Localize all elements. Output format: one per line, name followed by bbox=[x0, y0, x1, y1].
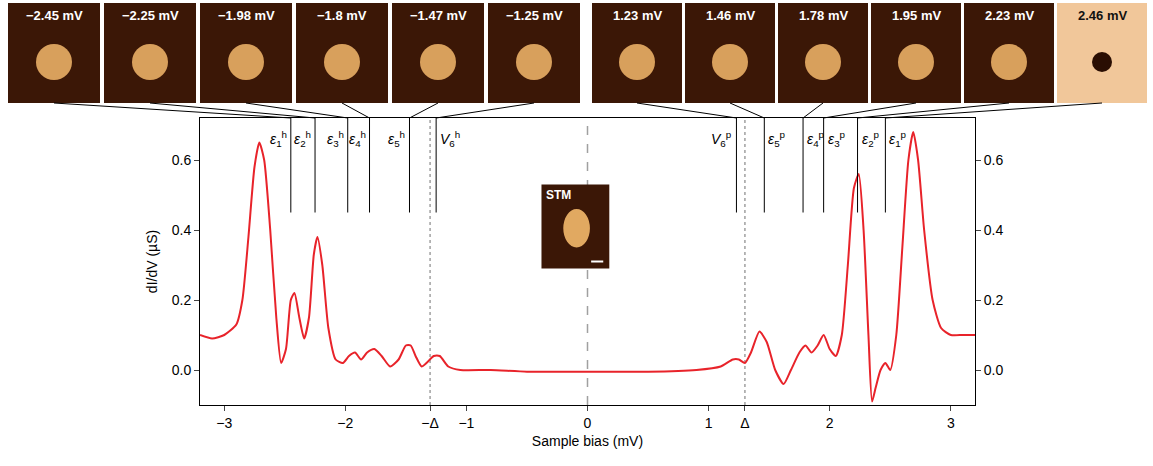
svg-text:0.6: 0.6 bbox=[984, 152, 1004, 168]
svg-text:ε​4​​h​: ε​4​​h​ bbox=[349, 129, 366, 149]
svg-text:Δ: Δ bbox=[740, 415, 749, 431]
svg-text:ε​4​​p​: ε​4​​p​ bbox=[807, 129, 825, 149]
svg-text:STM: STM bbox=[546, 188, 571, 202]
svg-text:ε​3​​h​: ε​3​​h​ bbox=[327, 129, 344, 149]
svg-text:−1.98 mV: −1.98 mV bbox=[218, 8, 275, 23]
svg-text:0.0: 0.0 bbox=[172, 362, 192, 378]
svg-text:Sample bias (mV): Sample bias (mV) bbox=[532, 433, 643, 449]
svg-text:V​6​​p​: V​6​​p​ bbox=[711, 129, 732, 149]
svg-text:0.0: 0.0 bbox=[984, 362, 1004, 378]
svg-text:1: 1 bbox=[705, 415, 713, 431]
svg-text:−1: −1 bbox=[458, 415, 474, 431]
svg-text:−2.25 mV: −2.25 mV bbox=[122, 8, 179, 23]
svg-text:1.23 mV: 1.23 mV bbox=[613, 8, 662, 23]
svg-text:ε​2​​h​: ε​2​​h​ bbox=[294, 129, 311, 149]
svg-text:2: 2 bbox=[826, 415, 834, 431]
svg-text:−2: −2 bbox=[337, 415, 353, 431]
svg-text:ε​5​​p​: ε​5​​p​ bbox=[768, 129, 786, 149]
svg-text:−3: −3 bbox=[216, 415, 232, 431]
svg-text:−1.25 mV: −1.25 mV bbox=[506, 8, 563, 23]
svg-text:V​6​​h​: V​6​​h​ bbox=[440, 129, 460, 149]
svg-text:1.95 mV: 1.95 mV bbox=[892, 8, 941, 23]
svg-text:2.23 mV: 2.23 mV bbox=[985, 8, 1034, 23]
svg-text:0: 0 bbox=[584, 415, 592, 431]
svg-text:−1.8 mV: −1.8 mV bbox=[317, 8, 367, 23]
svg-text:ε​3​​p​: ε​3​​p​ bbox=[828, 129, 846, 149]
svg-text:−Δ: −Δ bbox=[421, 415, 439, 431]
svg-text:2.46 mV: 2.46 mV bbox=[1078, 8, 1127, 23]
svg-text:−2.45 mV: −2.45 mV bbox=[26, 8, 83, 23]
svg-text:0.4: 0.4 bbox=[984, 222, 1004, 238]
svg-text:3: 3 bbox=[947, 415, 955, 431]
svg-text:ε​1​​h​: ε​1​​h​ bbox=[270, 129, 287, 149]
svg-text:0.4: 0.4 bbox=[172, 222, 192, 238]
svg-text:dI/dV (µS): dI/dV (µS) bbox=[144, 230, 160, 293]
svg-text:ε​2​​p​: ε​2​​p​ bbox=[862, 129, 880, 149]
svg-text:1.78 mV: 1.78 mV bbox=[799, 8, 848, 23]
svg-text:ε​1​​p​: ε​1​​p​ bbox=[889, 129, 907, 149]
svg-text:0.6: 0.6 bbox=[172, 152, 192, 168]
svg-text:ε​5​​h​: ε​5​​h​ bbox=[388, 129, 405, 149]
svg-text:1.46 mV: 1.46 mV bbox=[706, 8, 755, 23]
svg-text:0.2: 0.2 bbox=[172, 292, 192, 308]
svg-text:−1.47 mV: −1.47 mV bbox=[410, 8, 467, 23]
svg-text:0.2: 0.2 bbox=[984, 292, 1004, 308]
